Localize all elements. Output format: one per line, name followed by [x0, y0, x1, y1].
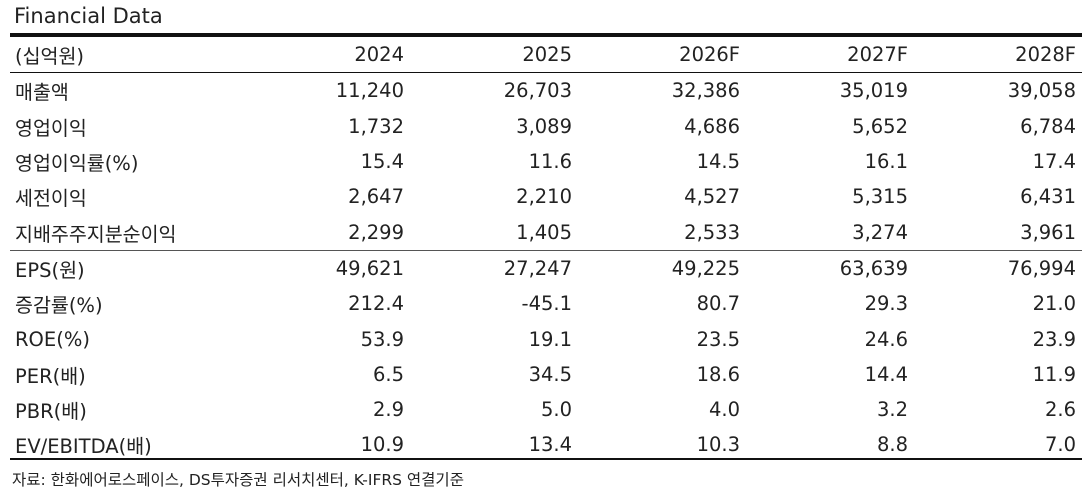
- table-row: ROE(%) 53.9 19.1 23.5 24.6 23.9: [10, 321, 1082, 356]
- row-label: 지배주주지분순이익: [15, 222, 177, 246]
- table-cell: 4,527: [684, 185, 740, 209]
- table-row: 세전이익 2,647 2,210 4,527 5,315 6,431: [10, 179, 1082, 214]
- row-label: PBR(배): [15, 400, 87, 424]
- table-cell: 5.0: [540, 398, 572, 422]
- table-cell: 32,386: [671, 79, 740, 103]
- table-cell: 11.9: [1032, 362, 1076, 386]
- table-cell: 15.4: [360, 150, 404, 174]
- table-cell: 18.6: [696, 362, 740, 386]
- column-header-2025: 2025: [410, 37, 578, 74]
- table-row: EV/EBITDA(배) 10.9 13.4 10.3 8.8 7.0: [10, 427, 1082, 462]
- column-header-2028f: 2028F: [914, 37, 1082, 74]
- table-cell: 6,784: [1020, 114, 1076, 138]
- table-cell: 11.6: [528, 150, 572, 174]
- table-cell: 2,647: [348, 185, 404, 209]
- row-label: 증감률(%): [15, 294, 103, 318]
- table-cell: 10.9: [360, 433, 404, 457]
- row-label: 세전이익: [15, 187, 87, 211]
- table-cell: 4,686: [684, 114, 740, 138]
- source-note: 자료: 한화에어로스페이스, DS투자증권 리서치센터, K-IFRS 연결기준: [12, 471, 464, 489]
- table-row: 영업이익 1,732 3,089 4,686 5,652 6,784: [10, 109, 1082, 144]
- table-title: Financial Data: [14, 4, 163, 28]
- table-cell: 29.3: [864, 292, 908, 316]
- table-cell: 8.8: [876, 433, 908, 457]
- table-cell: 5,652: [852, 114, 908, 138]
- table-cell: 6,431: [1020, 185, 1076, 209]
- table-cell: 3,274: [852, 220, 908, 244]
- table-cell: 2,533: [684, 220, 740, 244]
- table-cell: 23.9: [1032, 327, 1076, 351]
- table-cell: 6.5: [372, 362, 404, 386]
- table-cell: 2.6: [1044, 398, 1076, 422]
- top-rule: [10, 33, 1082, 37]
- table-row: PER(배) 6.5 34.5 18.6 14.4 11.9: [10, 357, 1082, 392]
- unit-header: (십억원): [10, 37, 242, 74]
- table-row: 매출액 11,240 26,703 32,386 35,019 39,058: [10, 73, 1082, 109]
- table-cell: 2.9: [372, 398, 404, 422]
- table-cell: 80.7: [696, 292, 740, 316]
- table-cell: 27,247: [410, 249, 578, 287]
- financial-data-table: (십억원) 2024 2025 2026F 2027F 2028F 매출액 11,…: [10, 37, 1082, 463]
- row-label: 매출액: [15, 81, 69, 105]
- table-cell: 11,240: [335, 79, 404, 103]
- table-cell: 23.5: [696, 327, 740, 351]
- table-cell: 21.0: [1032, 292, 1076, 316]
- row-label: ROE(%): [15, 327, 90, 351]
- table-cell: -45.1: [521, 292, 572, 316]
- column-header-2027f: 2027F: [746, 37, 914, 74]
- table-cell: 3.2: [876, 398, 908, 422]
- table-cell: 14.4: [864, 362, 908, 386]
- table-cell: 17.4: [1032, 150, 1076, 174]
- table-row: 영업이익률(%) 15.4 11.6 14.5 16.1 17.4: [10, 144, 1082, 179]
- table-cell: 53.9: [360, 327, 404, 351]
- table-cell: 26,703: [503, 79, 572, 103]
- row-label: EV/EBITDA(배): [15, 435, 152, 459]
- table-cell: 49,621: [242, 249, 410, 287]
- table-cell: 1,405: [516, 220, 572, 244]
- table-cell: 19.1: [528, 327, 572, 351]
- table-cell: 1,732: [348, 114, 404, 138]
- table-row: 증감률(%) 212.4 -45.1 80.7 29.3 21.0: [10, 286, 1082, 321]
- table-cell: 4.0: [708, 398, 740, 422]
- column-header-2024: 2024: [242, 37, 410, 74]
- table-cell: 14.5: [696, 150, 740, 174]
- table-cell: 3,961: [1020, 220, 1076, 244]
- row-label: 영업이익: [15, 116, 87, 140]
- table-cell: 3,089: [516, 114, 572, 138]
- table-cell: 2,299: [348, 220, 404, 244]
- table-cell: 76,994: [914, 249, 1082, 287]
- table-cell: 24.6: [864, 327, 908, 351]
- header-row: (십억원) 2024 2025 2026F 2027F 2028F: [10, 37, 1082, 74]
- table-cell: 35,019: [839, 79, 908, 103]
- column-header-2026f: 2026F: [578, 37, 746, 74]
- table-cell: 7.0: [1044, 433, 1076, 457]
- table-cell: 49,225: [578, 249, 746, 287]
- table-cell: 34.5: [528, 362, 572, 386]
- table-cell: 5,315: [852, 185, 908, 209]
- row-label: EPS(원): [10, 249, 242, 287]
- table-row: PBR(배) 2.9 5.0 4.0 3.2 2.6: [10, 392, 1082, 427]
- table-row: EPS(원) 49,621 27,247 49,225 63,639 76,994: [10, 249, 1082, 287]
- row-label: 영업이익률(%): [15, 152, 139, 176]
- row-label: PER(배): [15, 364, 86, 388]
- table-cell: 39,058: [1007, 79, 1076, 103]
- bottom-rule: [10, 458, 1082, 460]
- table-cell: 212.4: [348, 292, 404, 316]
- table-cell: 10.3: [696, 433, 740, 457]
- table-row: 지배주주지분순이익 2,299 1,405 2,533 3,274 3,961: [10, 214, 1082, 250]
- table-cell: 63,639: [746, 249, 914, 287]
- table-cell: 16.1: [864, 150, 908, 174]
- table-cell: 2,210: [516, 185, 572, 209]
- table-cell: 13.4: [528, 433, 572, 457]
